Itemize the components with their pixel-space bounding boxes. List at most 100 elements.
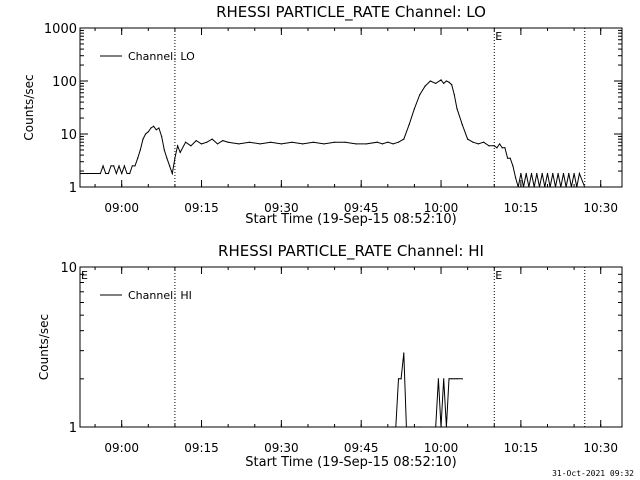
data-point xyxy=(435,426,437,428)
data-point xyxy=(211,138,213,140)
data-point xyxy=(461,124,463,126)
data-point xyxy=(161,135,163,138)
data-point xyxy=(552,172,554,175)
x-tick-label: 10:00 xyxy=(424,441,459,455)
data-point xyxy=(270,141,272,143)
data-point xyxy=(168,165,171,167)
data-point xyxy=(525,172,527,175)
data-point xyxy=(405,426,408,428)
data-point xyxy=(411,426,413,428)
data-point xyxy=(166,157,168,159)
data-point xyxy=(129,172,131,175)
data-point xyxy=(195,140,197,142)
x-tick-label: 09:00 xyxy=(104,201,139,215)
data-point xyxy=(453,94,455,96)
data-point xyxy=(176,145,179,147)
x-tick-label: 09:30 xyxy=(264,201,299,215)
data-point xyxy=(397,378,400,380)
event-marker-label: E xyxy=(495,30,502,43)
data-point xyxy=(437,378,439,380)
data-point xyxy=(562,172,565,175)
data-point xyxy=(150,127,152,129)
data-point xyxy=(578,172,581,175)
data-point xyxy=(118,165,120,167)
data-point xyxy=(501,147,503,149)
data-point xyxy=(171,172,173,175)
data-point xyxy=(456,378,458,380)
data-point xyxy=(451,378,453,380)
data-point xyxy=(536,172,538,175)
data-point xyxy=(115,172,117,175)
data-point xyxy=(190,145,192,147)
data-point xyxy=(448,378,450,380)
x-tick-label: 09:15 xyxy=(184,201,219,215)
data-point xyxy=(504,147,506,149)
data-point xyxy=(344,141,346,143)
data-point xyxy=(147,131,149,133)
x-tick-label: 09:45 xyxy=(344,441,379,455)
data-point xyxy=(155,129,157,131)
data-point xyxy=(395,426,397,428)
data-point xyxy=(488,145,490,147)
data-point xyxy=(392,426,394,428)
data-point xyxy=(429,80,431,82)
data-point xyxy=(99,172,102,175)
data-point xyxy=(280,143,282,145)
x-axis-label: Start Time (19-Sep-15 08:52:10) xyxy=(245,212,456,227)
data-point xyxy=(453,378,455,380)
data-point xyxy=(153,125,155,127)
data-point xyxy=(200,143,203,145)
x-tick-label: 09:15 xyxy=(184,441,219,455)
data-point xyxy=(408,124,410,126)
x-tick-label: 09:45 xyxy=(344,201,379,215)
data-point xyxy=(174,157,176,159)
data-point xyxy=(121,172,123,175)
data-point xyxy=(584,186,586,188)
data-point xyxy=(514,177,517,179)
event-marker-label: E xyxy=(81,269,88,282)
data-point xyxy=(381,143,384,145)
data-point xyxy=(440,79,442,81)
footer-timestamp: 31-Oct-2021 09:32 xyxy=(552,469,634,478)
data-point xyxy=(413,108,416,110)
plot-frame xyxy=(79,27,623,188)
data-point xyxy=(440,426,442,428)
x-tick-label: 09:30 xyxy=(264,441,299,455)
data-point xyxy=(216,143,219,145)
data-point xyxy=(408,426,410,428)
data-point xyxy=(365,143,368,145)
data-point xyxy=(206,141,208,143)
y-tick-label: 10 xyxy=(60,261,77,276)
series-line xyxy=(393,352,463,428)
data-point xyxy=(530,172,533,175)
data-point xyxy=(546,172,549,175)
data-point xyxy=(549,186,551,188)
data-point xyxy=(560,186,562,188)
data-point xyxy=(397,141,400,143)
y-tick-label: 1 xyxy=(69,181,77,196)
data-point xyxy=(472,141,474,143)
data-point xyxy=(554,186,557,188)
data-point xyxy=(184,141,187,143)
data-point xyxy=(445,80,447,82)
data-point xyxy=(163,149,165,151)
data-point xyxy=(565,186,567,188)
data-point xyxy=(541,172,543,175)
data-point xyxy=(419,426,421,428)
data-point xyxy=(538,186,541,188)
legend-label: Channel: HI xyxy=(128,289,192,302)
data-point xyxy=(110,165,112,167)
y-axis-label: Counts/sec xyxy=(37,314,51,380)
x-tick-label: 10:15 xyxy=(504,441,539,455)
data-point xyxy=(461,378,463,380)
data-point xyxy=(387,141,389,143)
data-point xyxy=(222,140,224,142)
data-point xyxy=(456,108,458,110)
data-point xyxy=(477,143,479,145)
data-point xyxy=(498,143,501,145)
legend-label: Channel: LO xyxy=(128,50,195,63)
data-point xyxy=(238,143,240,145)
data-point xyxy=(517,186,519,188)
x-tick-label: 10:30 xyxy=(583,441,618,455)
